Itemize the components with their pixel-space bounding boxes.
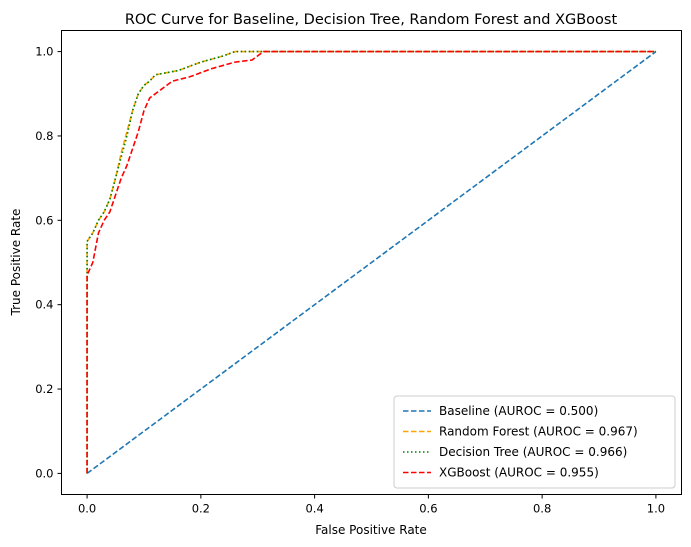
legend-label: Baseline (AUROC = 0.500) — [439, 404, 598, 418]
plot-area — [61, 30, 682, 495]
x-tick-label: 0.8 — [533, 502, 551, 516]
series-layer — [86, 50, 657, 475]
legend: Baseline (AUROC = 0.500) Random Forest (A… — [393, 395, 676, 489]
y-tick-label: 0.2 — [35, 382, 53, 396]
y-tick-label: 0.4 — [35, 298, 53, 312]
y-tick-label: 1.0 — [35, 45, 53, 59]
y-axis: 0.0 0.2 0.4 0.6 0.8 1.0 — [35, 45, 62, 480]
x-axis: 0.0 0.2 0.4 0.6 0.8 1.0 — [78, 494, 665, 516]
y-axis-label: True Positive Rate — [9, 209, 23, 317]
x-tick-label: 0.4 — [305, 502, 323, 516]
y-tick-label: 0.0 — [35, 466, 53, 480]
x-tick-label: 1.0 — [647, 502, 665, 516]
series-line-0 — [86, 50, 657, 475]
x-axis-label: False Positive Rate — [315, 523, 427, 537]
axes-border — [61, 30, 682, 495]
series-line-2 — [86, 50, 656, 474]
legend-label: Decision Tree (AUROC = 0.966) — [439, 445, 627, 459]
series-line-3 — [86, 50, 656, 474]
legend-label: XGBoost (AUROC = 0.955) — [439, 466, 599, 480]
legend-box — [393, 395, 676, 489]
y-tick-label: 0.8 — [35, 129, 53, 143]
x-tick-label: 0.0 — [78, 502, 96, 516]
legend-label: Random Forest (AUROC = 0.967) — [439, 425, 638, 439]
x-tick-label: 0.6 — [419, 502, 437, 516]
x-tick-label: 0.2 — [192, 502, 210, 516]
y-tick-label: 0.6 — [35, 213, 53, 227]
chart-title: ROC Curve for Baseline, Decision Tree, R… — [125, 12, 618, 28]
